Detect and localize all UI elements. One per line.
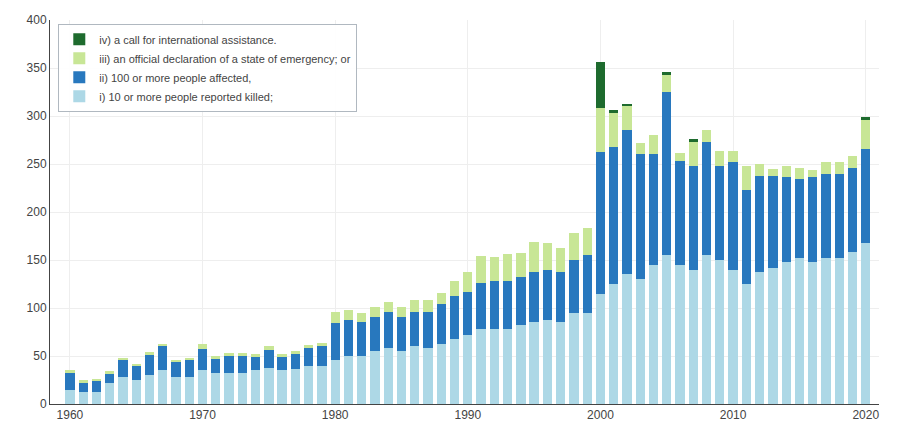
svg-text:1980: 1980 <box>322 408 349 422</box>
svg-text:50: 50 <box>33 349 47 363</box>
svg-text:0: 0 <box>40 397 47 411</box>
svg-text:350: 350 <box>27 61 47 75</box>
svg-text:ii) 100 or more people affecte: ii) 100 or more people affected, <box>99 72 251 84</box>
svg-text:300: 300 <box>27 109 47 123</box>
svg-text:2020: 2020 <box>852 408 879 422</box>
svg-text:100: 100 <box>27 301 47 315</box>
svg-text:1960: 1960 <box>57 408 84 422</box>
svg-text:1970: 1970 <box>189 408 216 422</box>
svg-text:2010: 2010 <box>720 408 747 422</box>
svg-text:iii) an official declaration o: iii) an official declaration of a state … <box>99 53 350 65</box>
svg-text:2000: 2000 <box>587 408 614 422</box>
svg-text:iv) a call for international a: iv) a call for international assistance. <box>99 34 276 46</box>
svg-text:200: 200 <box>27 205 47 219</box>
svg-text:150: 150 <box>27 253 47 267</box>
svg-text:1990: 1990 <box>454 408 481 422</box>
svg-text:i) 10 or more people reported: i) 10 or more people reported killed; <box>99 91 273 103</box>
svg-text:250: 250 <box>27 157 47 171</box>
svg-text:400: 400 <box>27 13 47 27</box>
